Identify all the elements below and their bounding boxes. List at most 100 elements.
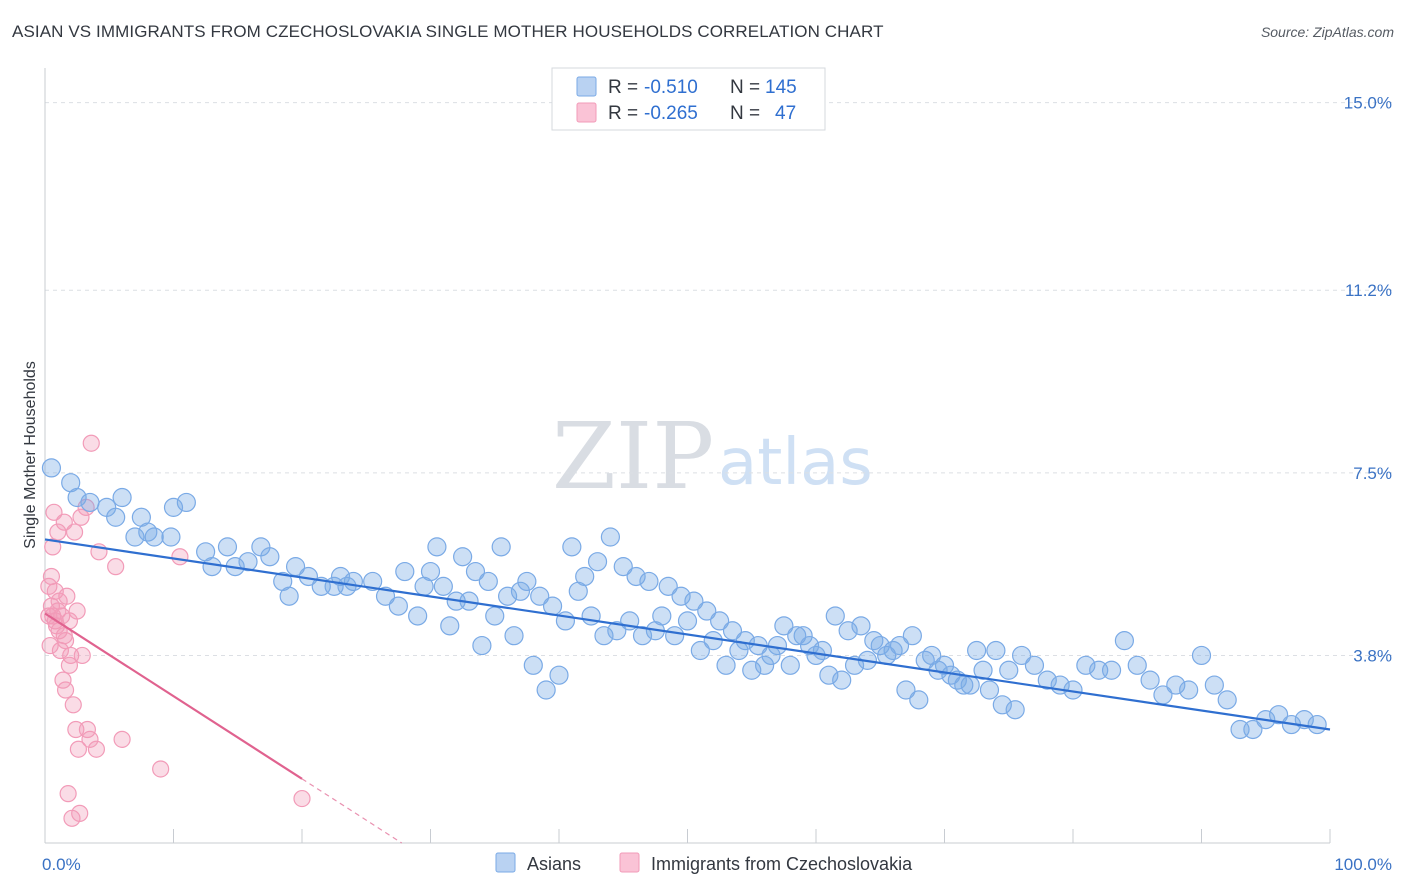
asian-point-67	[793, 626, 813, 646]
asian-point-8	[125, 527, 145, 547]
czech-point-14	[54, 671, 72, 689]
asian-point-111	[549, 665, 569, 685]
watermark: ZIP atlas	[552, 403, 873, 510]
legend-n-czech: 47	[775, 103, 796, 124]
asians-trend-line	[44, 538, 1331, 731]
czech-series	[40, 434, 311, 827]
czech-point-43	[56, 632, 75, 650]
asian-point-107	[1307, 714, 1327, 735]
asian-point-44	[472, 635, 492, 656]
asian-point-69	[819, 665, 839, 685]
asian-point-45	[517, 571, 537, 592]
asian-point-52	[607, 621, 627, 641]
asian-point-9	[144, 527, 164, 547]
asian-point-82	[986, 640, 1006, 661]
asian-point-114	[465, 561, 486, 582]
bottom-legend-swatch-czech	[619, 852, 640, 873]
czech-point-16	[64, 696, 82, 714]
asian-point-86	[1037, 670, 1057, 690]
asian-point-94	[1140, 670, 1160, 690]
y-tick-label-2: 11.2%	[1345, 281, 1392, 300]
asian-point-33	[433, 576, 453, 596]
asian-point-125	[671, 586, 691, 606]
legend-r-label-czech: R =	[608, 103, 638, 124]
asians-series	[41, 458, 1327, 740]
asian-point-12	[176, 492, 196, 513]
legend-swatch-asians	[576, 76, 597, 97]
czech-point-19	[59, 785, 77, 803]
asian-point-140	[864, 631, 884, 651]
asian-point-78	[934, 655, 955, 675]
asian-point-151	[1005, 700, 1025, 720]
czech-point-31	[72, 508, 90, 526]
asian-point-137	[825, 606, 845, 626]
asian-point-147	[954, 675, 974, 695]
czech-point-28	[44, 538, 62, 556]
asian-point-60	[703, 631, 723, 651]
asian-point-3	[80, 492, 100, 513]
asian-point-96	[1166, 675, 1186, 695]
bottom-legend-asians: Asians	[527, 854, 581, 874]
asian-point-132	[761, 645, 781, 666]
legend-r-label-asians: R =	[608, 77, 638, 98]
asian-point-35	[375, 586, 396, 606]
asian-point-148	[967, 640, 987, 661]
asian-point-11	[138, 522, 158, 542]
asian-point-36	[388, 596, 408, 616]
czech-point-21	[71, 804, 89, 822]
y-tick-label-3: 15.0%	[1344, 94, 1392, 113]
asian-point-73	[870, 635, 890, 656]
czech-point-22	[78, 720, 97, 739]
legend-n-label-asians: N =	[730, 77, 760, 98]
asian-point-117	[562, 537, 582, 557]
asian-point-142	[889, 635, 910, 656]
asian-point-54	[632, 626, 653, 646]
asian-point-41	[485, 606, 505, 626]
czech-point-24	[87, 740, 106, 758]
czech-point-11	[51, 641, 70, 660]
asian-point-143	[902, 626, 922, 646]
czech-point-36	[42, 567, 61, 586]
asian-point-112	[453, 547, 473, 567]
asian-point-42	[498, 586, 518, 606]
asian-point-139	[851, 616, 871, 636]
asian-point-13	[163, 497, 184, 517]
x-tick-label-1: 100.0%	[1334, 855, 1392, 874]
asian-point-46	[530, 586, 550, 606]
asian-point-97	[1179, 680, 1199, 700]
source-credit: Source: ZipAtlas.com	[1260, 24, 1394, 40]
legend-n-asians: 145	[765, 77, 797, 98]
asian-point-115	[478, 571, 498, 592]
asian-point-138	[838, 621, 858, 641]
asian-point-40	[440, 616, 460, 636]
legend-n-label-czech: N =	[730, 103, 760, 124]
asian-point-47	[542, 596, 563, 616]
asian-point-51	[594, 626, 614, 646]
asian-point-116	[491, 537, 511, 557]
asian-point-100	[1217, 690, 1237, 710]
czech-point-34	[107, 558, 125, 576]
asian-point-118	[575, 566, 595, 587]
asian-point-150	[992, 695, 1012, 715]
asian-point-149	[979, 680, 1000, 700]
czech-trend-extension	[301, 778, 403, 844]
asian-point-57	[665, 626, 685, 646]
asian-point-109	[523, 655, 543, 675]
watermark-atlas: atlas	[718, 426, 873, 500]
asian-point-113	[427, 537, 447, 557]
asian-point-76	[909, 690, 929, 710]
asian-point-121	[613, 557, 633, 577]
legend-box: R = -0.510 N = 145 R = -0.265 N = 47	[551, 67, 826, 131]
asian-point-58	[677, 611, 698, 631]
asian-point-17	[196, 542, 216, 562]
asian-point-84	[1011, 645, 1032, 666]
asian-point-14	[217, 537, 238, 557]
asian-point-129	[722, 621, 743, 641]
asian-point-30	[279, 586, 299, 606]
asian-point-43	[510, 581, 531, 601]
asian-point-126	[684, 591, 704, 611]
czech-point-23	[81, 730, 99, 748]
asian-point-74	[883, 640, 903, 661]
czech-point-42	[293, 789, 311, 808]
